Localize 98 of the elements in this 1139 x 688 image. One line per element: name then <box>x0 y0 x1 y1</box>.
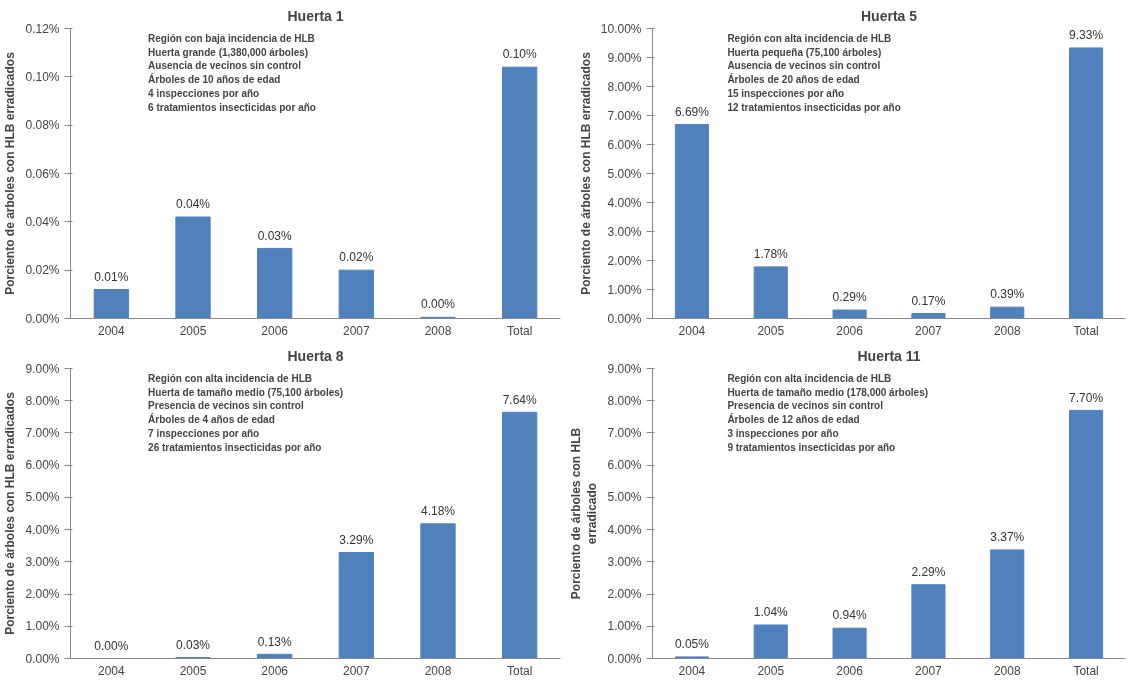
data-label: 2.29% <box>911 564 946 579</box>
y-tick-label: 3.00% <box>607 554 642 569</box>
data-label: 4.18% <box>420 504 456 519</box>
y-tick-label: 5.00% <box>607 166 642 181</box>
x-tick-label: 2006 <box>836 323 864 338</box>
y-tick-label: 4.00% <box>607 522 642 537</box>
x-tick-label: Total <box>1073 663 1099 678</box>
x-tick-label: 2007 <box>915 323 943 338</box>
chart-title: Huerta 5 <box>860 7 918 24</box>
annotation: Región con baja incidencia de HLB Huerta grande (1,380,000 árboles) Ausencia de vecinos sin control Árboles de 10 años de edad 4 inspecciones por año 6 tratamientos insecticidas por año <box>148 32 316 113</box>
x-tick-label: 2005 <box>757 323 785 338</box>
data-label: 7.64% <box>502 392 538 407</box>
data-label: 0.29% <box>832 290 867 305</box>
chart-title: Huerta 8 <box>287 347 344 364</box>
x-tick-label: 2007 <box>342 323 371 338</box>
x-tick-label: 2008 <box>424 323 452 338</box>
x-tick-label: Total <box>506 663 533 678</box>
x-tick-label: Total <box>506 323 533 338</box>
data-label: 0.94% <box>832 608 867 623</box>
x-tick-label: 2005 <box>179 663 207 678</box>
x-tick-label: Total <box>1073 323 1099 338</box>
data-label: 1.04% <box>753 605 789 620</box>
chart-title: Huerta 11 <box>857 347 921 364</box>
y-tick-label: 0.12% <box>25 21 60 36</box>
y-tick-label: 0.06% <box>25 166 60 181</box>
x-tick-label: 2005 <box>757 663 785 678</box>
data-label: 0.05% <box>674 637 710 652</box>
y-tick-label: 3.00% <box>25 554 60 569</box>
y-tick-label: 0.02% <box>25 263 60 278</box>
y-tick-label: 0.00% <box>25 651 60 666</box>
data-label: 7.70% <box>1069 390 1104 405</box>
y-tick-label: 10.00% <box>600 21 642 36</box>
data-label: 0.01% <box>94 269 129 284</box>
x-tick-label: 2008 <box>424 663 452 678</box>
x-tick-label: 2008 <box>993 663 1021 678</box>
y-tick-label: 6.00% <box>607 137 642 152</box>
x-tick-label: 2005 <box>179 323 207 338</box>
y-tick-label: 3.00% <box>607 224 642 239</box>
annotation: Región con alta incidencia de HLB Huerta de tamaño medio (75,100 árboles) Presencia de vecinos sin control Árboles de 4 años de edad 7 inspecciones por año 26 tratamientos insecticidas por año <box>148 372 344 453</box>
y-tick-label: 7.00% <box>607 425 642 440</box>
x-tick-label: 2006 <box>261 323 289 338</box>
data-label: 0.39% <box>990 287 1025 302</box>
y-tick-label: 9.00% <box>25 361 60 376</box>
y-tick-label: 8.00% <box>607 79 642 94</box>
y-tick-label: 0.08% <box>25 118 60 133</box>
data-label: 0.00% <box>94 638 129 653</box>
y-tick-label: 0.10% <box>25 69 60 84</box>
x-tick-label: 2007 <box>342 663 371 678</box>
y-tick-label: 1.00% <box>25 619 60 634</box>
y-tick-label: 2.00% <box>607 253 642 268</box>
x-tick-label: 2004 <box>678 663 706 678</box>
data-label: 9.33% <box>1069 28 1104 43</box>
y-tick-label: 0.00% <box>607 651 642 666</box>
y-tick-label: 4.00% <box>607 195 642 210</box>
y-tick-label: 8.00% <box>25 393 60 408</box>
data-label: 0.04% <box>175 197 211 212</box>
y-axis-title: Porciento de arboles con HLB erradicados <box>3 51 18 295</box>
y-tick-label: 0.00% <box>25 311 60 326</box>
annotation: Región con alta incidencia de HLB Huerta pequeña (75,100 árboles) Ausencia de vecinos sin control Árboles de 20 años de edad 15 inspecciones por año 12 tratamientos insecticidas por año <box>727 32 901 113</box>
y-tick-label: 0.00% <box>607 311 642 326</box>
data-label: 6.69% <box>674 104 710 119</box>
data-label: 0.00% <box>420 297 456 312</box>
y-tick-label: 7.00% <box>607 108 642 123</box>
y-tick-label: 4.00% <box>25 522 60 537</box>
y-axis-title: Porciento de árboles con HLB erradicados <box>578 51 593 295</box>
y-tick-label: 6.00% <box>607 458 642 473</box>
y-tick-label: 7.00% <box>25 425 60 440</box>
y-axis-title: Porciento de árboles con HLB erradicados <box>3 391 18 635</box>
y-tick-label: 6.00% <box>25 458 60 473</box>
x-tick-label: 2004 <box>97 323 126 338</box>
data-label: 0.03% <box>175 637 211 652</box>
data-label: 0.10% <box>502 47 538 62</box>
x-tick-label: 2008 <box>993 323 1021 338</box>
data-label: 3.29% <box>339 532 374 547</box>
x-tick-label: 2004 <box>97 663 126 678</box>
y-tick-label: 5.00% <box>607 490 642 505</box>
y-tick-label: 2.00% <box>25 587 60 602</box>
x-tick-label: 2007 <box>915 663 943 678</box>
annotation: Región con alta incidencia de HLB Huerta de tamaño medio (178,000 árboles) Presencia de vecinos sin control Árboles de 12 años de edad 3 inspecciones por año 9 tratamientos insecticidas por año <box>727 372 929 453</box>
y-tick-label: 9.00% <box>607 50 642 65</box>
y-tick-label: 8.00% <box>607 393 642 408</box>
data-label: 3.37% <box>990 530 1025 545</box>
y-tick-label: 0.04% <box>25 214 60 229</box>
x-tick-label: 2006 <box>836 663 864 678</box>
data-label: 0.03% <box>257 228 293 243</box>
x-tick-label: 2006 <box>261 663 289 678</box>
y-tick-label: 2.00% <box>607 587 642 602</box>
y-tick-label: 5.00% <box>25 490 60 505</box>
data-label: 1.78% <box>753 247 789 262</box>
data-label: 0.02% <box>339 250 374 265</box>
x-tick-label: 2004 <box>678 323 706 338</box>
y-axis-title: Porciento de árboles con HLB erradicado <box>568 427 600 600</box>
data-label: 0.13% <box>257 634 293 649</box>
y-tick-label: 9.00% <box>607 361 642 376</box>
y-tick-label: 1.00% <box>607 619 642 634</box>
data-label: 0.17% <box>911 293 946 308</box>
y-tick-label: 1.00% <box>607 282 642 297</box>
chart-title: Huerta 1 <box>287 7 344 24</box>
